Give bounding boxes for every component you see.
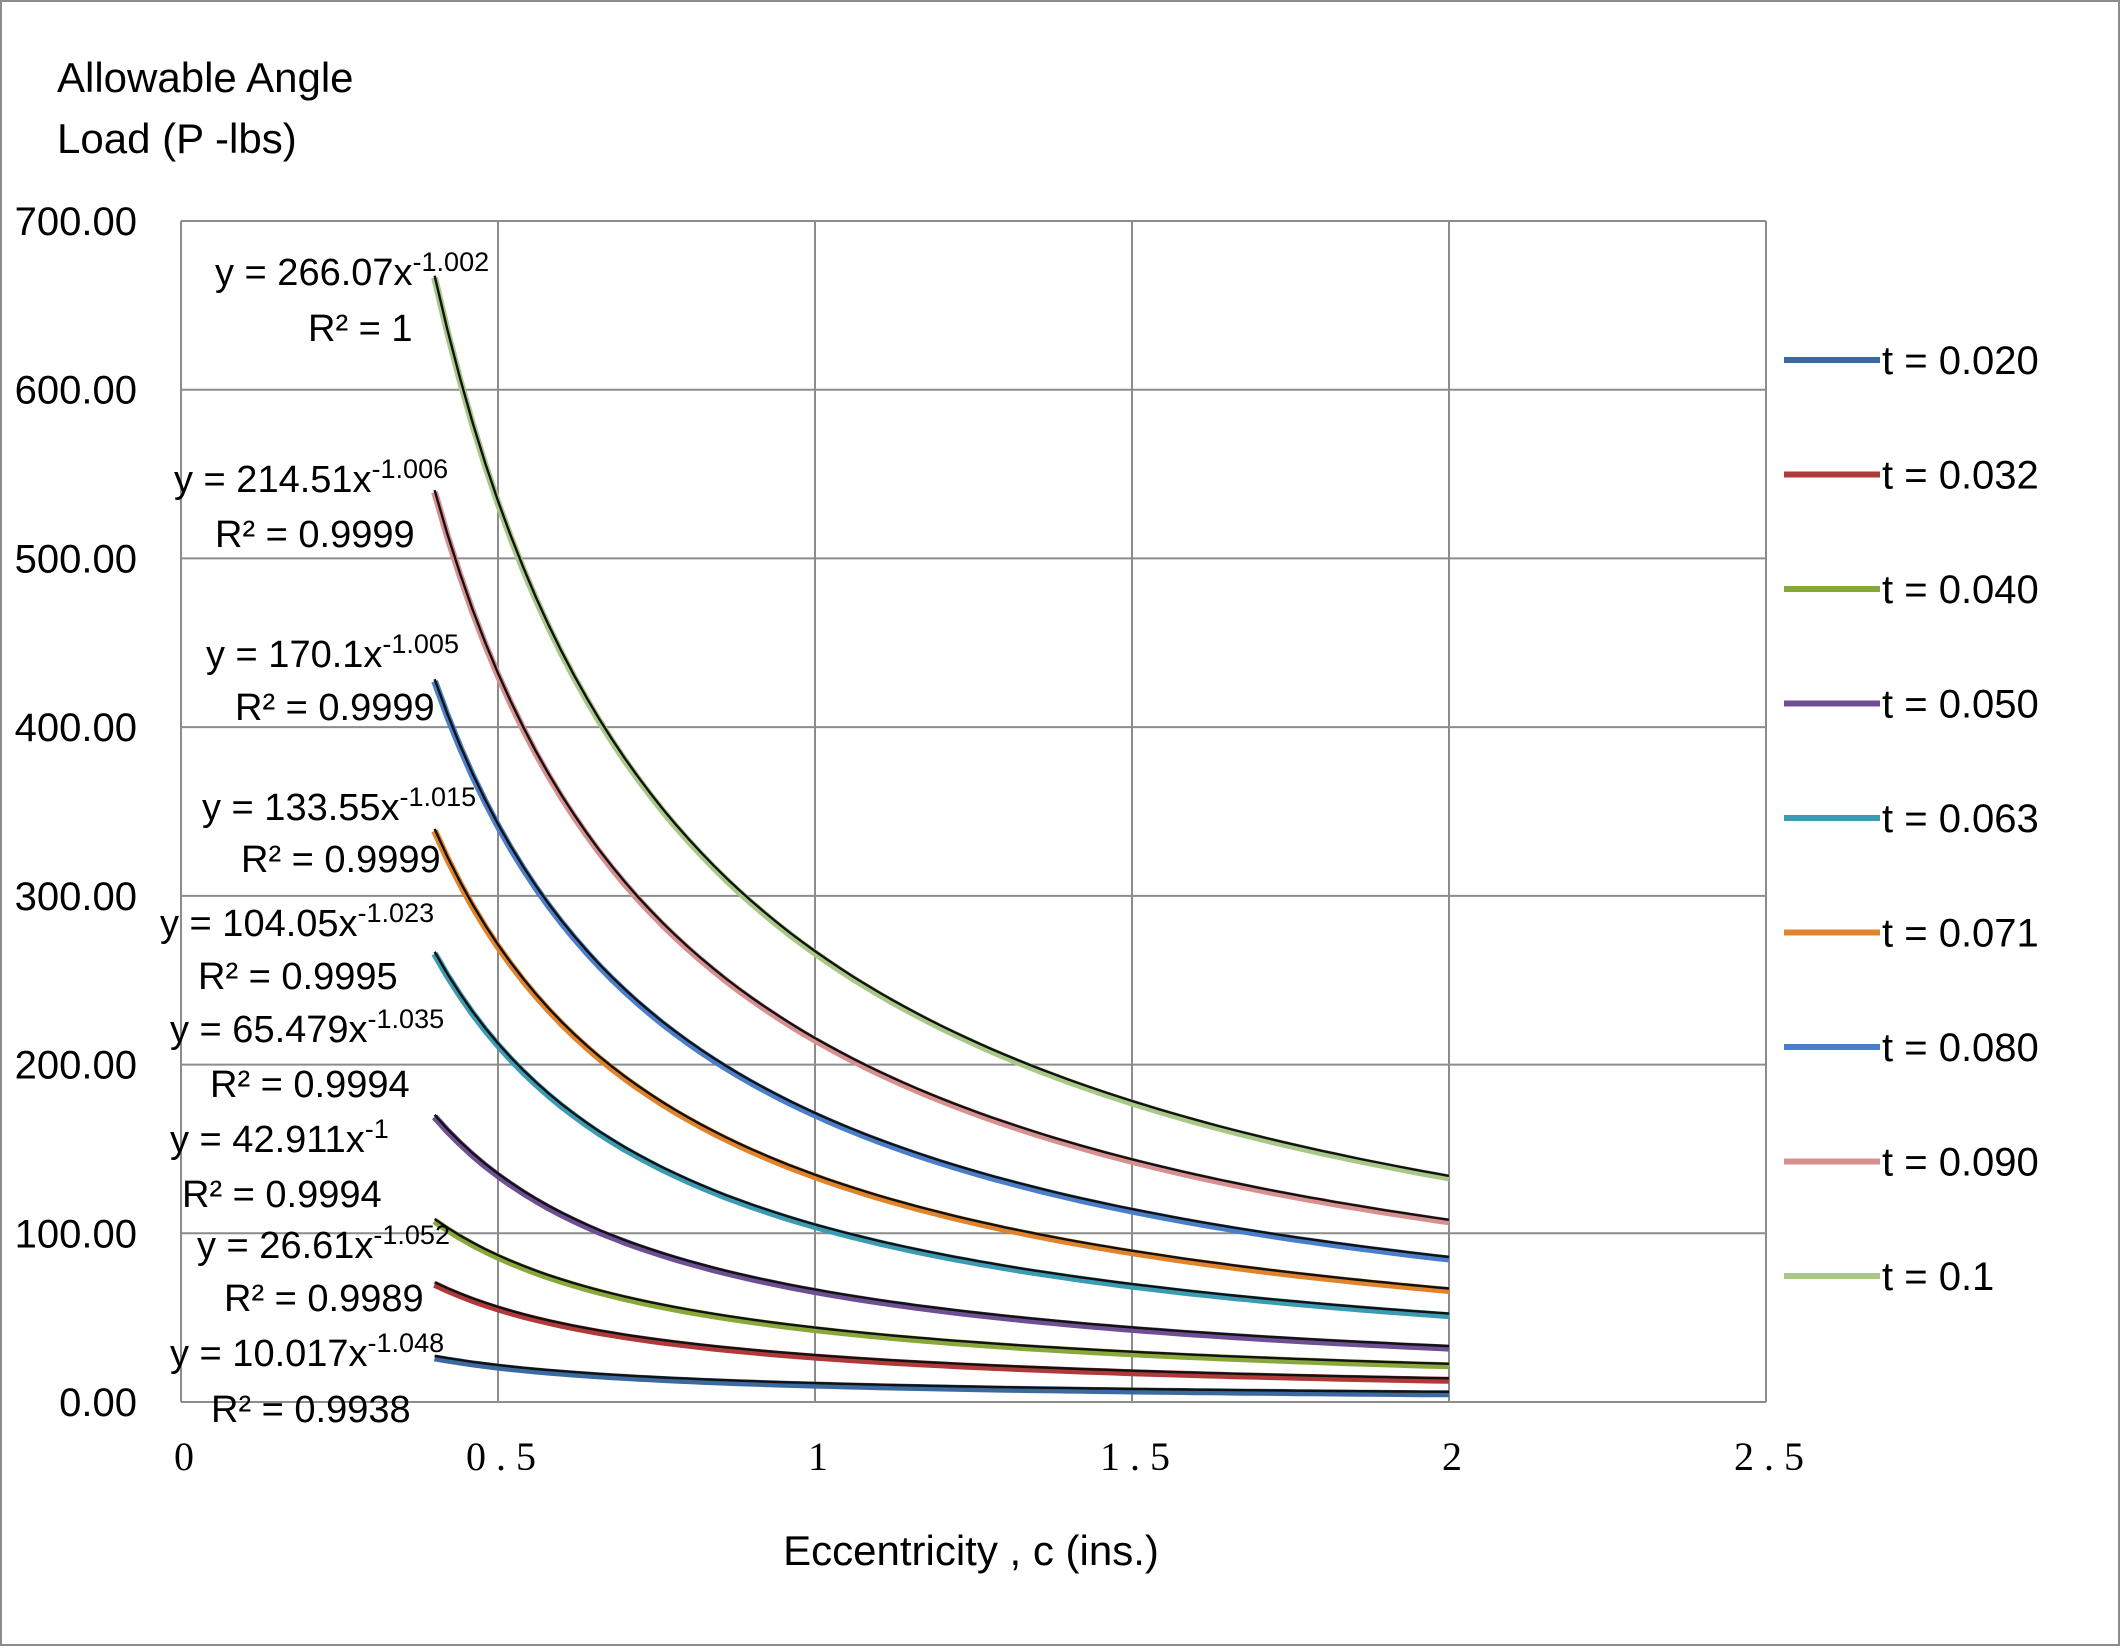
series-line-2: [432, 1218, 1450, 1370]
y-tick-label-0: 0.00: [59, 1381, 137, 1425]
trend-r2-7: R² = 0.9999: [215, 514, 415, 556]
series-line-7: [431, 491, 1450, 1226]
trend-equation-2: y = 42.911x-1: [170, 1114, 389, 1161]
legend-label-1: t = 0.032: [1882, 454, 2039, 498]
y-axis-title-line-2: Load (P -lbs): [57, 115, 297, 162]
trend-r2-5: R² = 0.9999: [241, 839, 441, 881]
y-tick-label-1: 100.00: [15, 1212, 137, 1256]
trend-r2-3: R² = 0.9994: [210, 1064, 410, 1106]
x-tick-label-4: 2: [1442, 1434, 1472, 1479]
y-axis-ticks: 0.00 100.00 200.00 300.00 400.00 500.00 600.00…: [15, 200, 137, 1425]
series-line-6: [431, 679, 1450, 1263]
trend-r2-0: R² = 0.9938: [211, 1389, 411, 1431]
y-tick-label-2: 200.00: [15, 1044, 137, 1088]
trendline-8: [433, 275, 1450, 1178]
x-tick-label-1: 0.5: [466, 1434, 546, 1479]
trendline-3: [433, 1113, 1450, 1348]
trendline-6: [433, 678, 1450, 1259]
trend-equation-7: y = 214.51x-1.006: [174, 454, 448, 501]
trend-equation-4: y = 104.05x-1.023: [160, 898, 434, 945]
trendline-0: [434, 1354, 1450, 1393]
trend-equation-6: y = 170.1x-1.005: [206, 629, 459, 676]
trend-lines: [433, 275, 1450, 1393]
trendline-7: [433, 489, 1450, 1221]
trend-equation-8: y = 266.07x-1.002: [215, 247, 489, 294]
trendline-4: [433, 951, 1450, 1315]
trend-r2-1: R² = 0.9989: [224, 1278, 424, 1320]
trend-equation-1: y = 26.61x-1.052: [197, 1220, 450, 1267]
legend-label-8: t = 0.1: [1882, 1255, 1994, 1299]
trendline-equations: y = 10.017x-1.048 R² = 0.9938 y = 26.61x-1…: [160, 247, 489, 1431]
trend-equation-3: y = 65.479x-1.035: [170, 1004, 444, 1051]
y-tick-label-3: 300.00: [15, 875, 137, 919]
y-axis-title-line-1: Allowable Angle: [57, 54, 354, 101]
y-tick-label-6: 600.00: [15, 369, 137, 413]
legend-label-5: t = 0.071: [1882, 912, 2039, 956]
trendline-5: [433, 828, 1450, 1290]
y-tick-label-5: 500.00: [15, 537, 137, 581]
trend-equation-5: y = 133.55x-1.015: [202, 782, 476, 829]
trend-r2-8: R² = 1: [308, 308, 413, 350]
legend-label-0: t = 0.020: [1882, 339, 2039, 383]
y-tick-label-4: 400.00: [15, 706, 137, 750]
trend-r2-6: R² = 0.9999: [235, 687, 435, 729]
y-tick-label-7: 700.00: [15, 200, 137, 244]
x-tick-label-3: 1.5: [1100, 1434, 1180, 1479]
series-line-0: [434, 1354, 1450, 1398]
trend-equation-0: y = 10.017x-1.048: [170, 1328, 444, 1375]
x-tick-label-2: 1: [808, 1434, 838, 1479]
x-axis-title: Eccentricity , c (ins.): [783, 1527, 1159, 1574]
series-line-1: [433, 1281, 1450, 1384]
x-tick-label-0: 0: [174, 1434, 204, 1479]
gridlines: [180, 220, 1767, 1403]
series-line-4: [431, 952, 1450, 1320]
trendline-1: [434, 1281, 1450, 1380]
series-line-3: [431, 1114, 1450, 1352]
legend: t = 0.020 t = 0.032 t = 0.040 t = 0.050 t = …: [1784, 339, 2039, 1299]
legend-label-4: t = 0.063: [1882, 797, 2039, 841]
trend-r2-2: R² = 0.9994: [182, 1174, 382, 1216]
legend-label-3: t = 0.050: [1882, 683, 2039, 727]
x-axis-ticks: 0 0.5 1 1.5 2 2.5: [174, 1434, 1814, 1479]
legend-label-7: t = 0.090: [1882, 1141, 2039, 1185]
x-tick-label-5: 2.5: [1734, 1434, 1814, 1479]
legend-label-6: t = 0.080: [1882, 1026, 2039, 1070]
legend-label-2: t = 0.040: [1882, 568, 2039, 612]
series-line-5: [431, 829, 1450, 1294]
trendline-2: [433, 1218, 1450, 1365]
trend-r2-4: R² = 0.9995: [198, 956, 398, 998]
